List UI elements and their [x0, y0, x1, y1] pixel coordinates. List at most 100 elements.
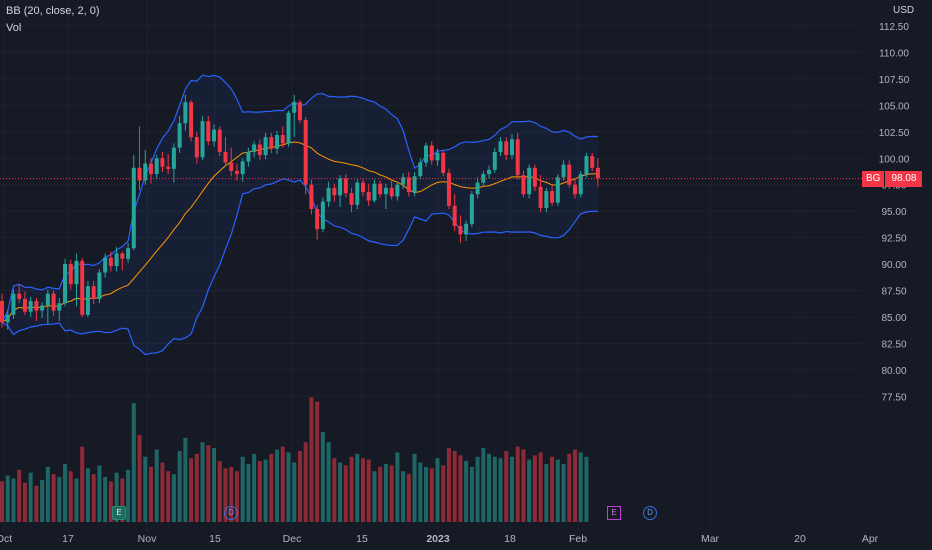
candle-body [573, 184, 577, 195]
volume-bar [418, 462, 423, 522]
candle-body [166, 166, 171, 169]
candle-body [527, 167, 532, 195]
volume-bar [280, 446, 285, 522]
earnings-icon[interactable]: E [112, 506, 126, 520]
candle [555, 174, 560, 206]
candle-body [11, 293, 16, 315]
price-axis[interactable]: 112.50110.00107.50105.00102.50100.0097.5… [879, 22, 910, 403]
volume-bar [292, 462, 297, 522]
candle [5, 310, 10, 330]
volume-bar [360, 458, 365, 522]
candle [550, 185, 555, 206]
volume-bar [429, 468, 434, 522]
candle-body [51, 293, 56, 311]
volume-bar [223, 468, 228, 522]
candle-body [200, 121, 205, 158]
candle-body [177, 123, 182, 148]
volume-bar [578, 452, 583, 522]
volume-bar [412, 453, 417, 522]
candle [326, 181, 331, 207]
candle [160, 151, 165, 173]
time-tick-label: Nov [138, 533, 157, 545]
volume-bar [234, 471, 239, 522]
volume-bar [509, 456, 514, 522]
candle [114, 247, 119, 272]
volume-bar [212, 448, 217, 522]
candle [257, 139, 262, 161]
candle-body [446, 173, 451, 206]
dividend-icon[interactable]: D [224, 506, 238, 520]
candle-body [532, 167, 537, 187]
candle-body [212, 129, 217, 142]
price-tick-label: 100.00 [879, 154, 910, 165]
candle [395, 181, 400, 201]
candle [320, 197, 325, 233]
candle [68, 259, 73, 290]
volume-bar [372, 471, 377, 522]
upcoming-earnings-icon[interactable]: E [607, 506, 621, 520]
candle-body [355, 182, 360, 205]
candle [475, 177, 480, 199]
candle-body [91, 286, 96, 299]
time-tick-label: 15 [209, 533, 221, 545]
candle [34, 297, 39, 322]
candle-body [412, 176, 417, 193]
candlesticks [0, 94, 600, 330]
candle [280, 126, 285, 148]
candle [509, 133, 514, 160]
bollinger-legend[interactable]: BB (20, close, 2, 0) [6, 5, 100, 17]
candle-body [567, 164, 572, 185]
candle [532, 164, 537, 192]
candle-body [28, 301, 33, 312]
volume-bar [573, 449, 577, 522]
candle [120, 251, 125, 271]
time-axis[interactable]: Oct 17 Nov 15 Dec 15 2023 18 Feb Mar 20 Apr [0, 533, 879, 545]
candle [74, 253, 79, 307]
candle [527, 164, 532, 199]
volume-bar [246, 464, 251, 522]
candle [590, 152, 595, 171]
volume-bar [366, 459, 371, 522]
price-tick-label: 85.00 [881, 313, 906, 324]
time-tick-label: Dec [283, 533, 302, 545]
candle [229, 147, 234, 177]
volume-bar [320, 432, 325, 522]
volume-bar [5, 475, 10, 522]
candle-body [343, 178, 348, 194]
volume-bar [338, 462, 343, 522]
candle [538, 175, 543, 213]
candle-body [326, 187, 331, 202]
candle-body [292, 102, 297, 113]
candle [372, 179, 377, 203]
candle-body [0, 301, 4, 323]
candle [143, 149, 148, 185]
candle [154, 155, 159, 180]
candle [246, 147, 251, 167]
candle-body [34, 301, 39, 311]
volume-bar [378, 466, 383, 522]
candle [573, 178, 577, 199]
volume-bar [34, 485, 39, 522]
candle-body [120, 253, 125, 259]
candle [360, 179, 365, 197]
price-tick-label: 102.50 [879, 128, 910, 139]
candle [487, 165, 492, 179]
candle-body [263, 137, 268, 156]
candle [418, 158, 423, 180]
currency-label[interactable]: USD [893, 5, 915, 16]
candle-body [372, 183, 377, 201]
candle [458, 215, 463, 243]
volume-bar [160, 462, 165, 522]
volume-bar [550, 456, 555, 522]
candle [429, 141, 434, 165]
volume-bar [108, 481, 113, 522]
candle-body [131, 167, 136, 249]
volume-legend[interactable]: Vol [6, 22, 22, 34]
upcoming-dividend-icon[interactable]: D [643, 506, 657, 520]
volume-bar [68, 471, 73, 522]
price-tick-label: 95.00 [881, 207, 906, 218]
candle-body [183, 102, 188, 124]
time-tick-label: 15 [356, 533, 368, 545]
volume-bar [57, 477, 62, 522]
